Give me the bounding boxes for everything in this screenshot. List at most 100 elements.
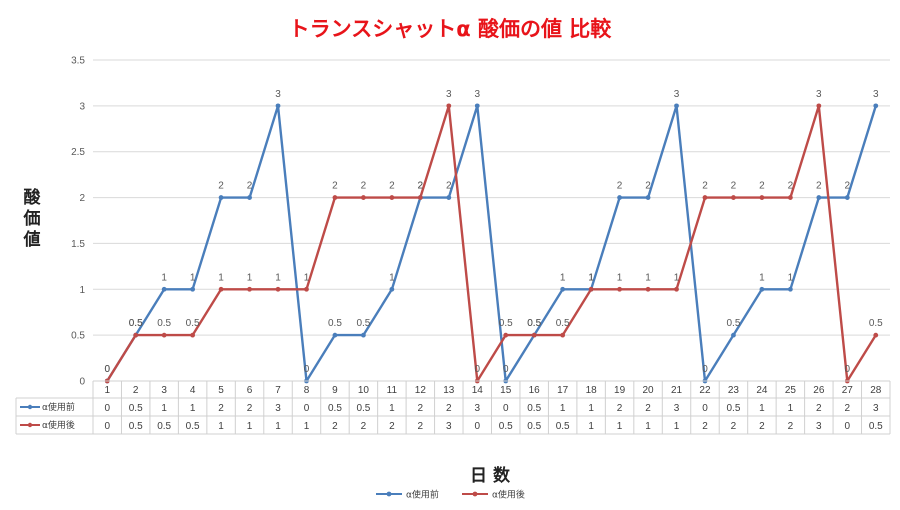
data-label: 0 xyxy=(104,364,110,375)
table-cell: 2 xyxy=(418,421,424,432)
x-tick-label: 26 xyxy=(813,385,825,396)
data-point xyxy=(361,195,366,200)
x-tick-label: 5 xyxy=(218,385,224,396)
y-axis-ticks: 0 0.5 1 1.5 2 2.5 3 3.5 xyxy=(71,56,85,388)
data-label: 1 xyxy=(161,272,167,283)
data-point xyxy=(816,103,822,109)
x-tick-label: 23 xyxy=(728,385,740,396)
data-label: 1 xyxy=(588,272,594,283)
data-point xyxy=(218,286,224,292)
data-label: 0 xyxy=(104,364,110,375)
data-point xyxy=(417,195,423,200)
data-label: 3 xyxy=(816,89,822,100)
table-cell: 3 xyxy=(816,421,822,432)
table-cell: 2 xyxy=(389,421,395,432)
table-cell: 1 xyxy=(788,403,794,414)
table-cell: 2 xyxy=(645,403,651,414)
table-cell: 1 xyxy=(304,421,310,432)
table-cell: 0.5 xyxy=(186,421,200,432)
data-label: 2 xyxy=(332,181,338,192)
table-cell: 3 xyxy=(275,403,281,414)
x-tick-label: 12 xyxy=(415,385,427,396)
data-point xyxy=(304,286,309,292)
table-cell: 0.5 xyxy=(556,421,570,432)
table-cell: 1 xyxy=(674,421,680,432)
data-point xyxy=(332,195,338,200)
y-tick-label: 1.5 xyxy=(71,239,85,250)
table-cell: 2 xyxy=(759,421,765,432)
table-cell: 0 xyxy=(702,403,708,414)
data-point xyxy=(247,286,252,292)
data-label: 1 xyxy=(247,272,253,283)
table-cell: 0.5 xyxy=(328,403,342,414)
data-point xyxy=(731,332,736,338)
table-cell: 3 xyxy=(474,403,480,414)
legend-marker xyxy=(386,491,392,497)
data-label: 3 xyxy=(873,89,879,100)
series-line-2 xyxy=(106,104,877,383)
table-cell: 0.5 xyxy=(129,403,143,414)
data-point xyxy=(759,195,765,200)
data-point xyxy=(190,286,196,292)
data-point xyxy=(161,332,167,338)
legend: α使用前 α使用後 xyxy=(376,489,525,501)
series-line-1 xyxy=(106,104,877,383)
data-label: 2 xyxy=(731,181,737,192)
data-label: 0.5 xyxy=(129,318,143,329)
data-point xyxy=(873,103,879,109)
table-cell: 3 xyxy=(674,403,680,414)
table-cell: 1 xyxy=(617,421,623,432)
table-cell: 2 xyxy=(788,421,794,432)
table-cell: 1 xyxy=(759,403,765,414)
data-point xyxy=(674,103,679,109)
x-tick-label: 17 xyxy=(557,385,569,396)
table-cell: 2 xyxy=(361,421,367,432)
data-label: 0.5 xyxy=(356,318,370,329)
y-tick-label: 3 xyxy=(79,101,85,112)
data-point xyxy=(560,332,566,338)
data-point xyxy=(133,332,139,338)
y-axis-label: 酸価値 xyxy=(23,187,42,250)
data-point xyxy=(560,286,566,292)
data-label: 3 xyxy=(474,89,480,100)
data-label: 2 xyxy=(645,181,651,192)
chart-title: トランスシャットα 酸価の値 比較 xyxy=(289,17,613,41)
data-point xyxy=(617,195,622,200)
data-label: 1 xyxy=(218,272,224,283)
table-cell: 2 xyxy=(816,403,822,414)
data-point xyxy=(247,195,252,200)
data-labels: 0 0.5 1 1 2 2 3 0 0.5 0.5 1 2 2 3 0 0.5 1 1 2 2 3 0 0.5 1 1 2 2 3 0 0… xyxy=(104,89,883,375)
data-label: 0 xyxy=(474,364,480,375)
y-tick-label: 0.5 xyxy=(71,331,85,342)
legend-label: α使用後 xyxy=(492,489,525,501)
data-point xyxy=(531,332,537,338)
legend-label: α使用前 xyxy=(406,489,439,501)
data-label: 2 xyxy=(389,181,395,192)
table-cell: 0.5 xyxy=(869,421,883,432)
table-cell: 0 xyxy=(104,421,110,432)
data-label: 3 xyxy=(674,89,680,100)
data-label: 2 xyxy=(788,181,794,192)
table-legend-marker xyxy=(27,422,33,428)
table-cell: 0 xyxy=(474,421,480,432)
data-label: 0 xyxy=(503,364,509,375)
data-point xyxy=(389,286,395,292)
table-cell: 3 xyxy=(446,421,452,432)
x-tick-label: 2 xyxy=(133,385,139,396)
data-label: 2 xyxy=(617,181,623,192)
data-point xyxy=(844,195,850,200)
data-label: 0.5 xyxy=(556,318,570,329)
table-cell: 1 xyxy=(161,403,167,414)
data-point xyxy=(645,286,651,292)
x-tick-label: 15 xyxy=(500,385,512,396)
x-tick-label: 14 xyxy=(472,385,484,396)
data-point xyxy=(161,286,167,292)
table-cell: 1 xyxy=(389,403,395,414)
table-cell: 1 xyxy=(190,403,196,414)
x-tick-label: 10 xyxy=(358,385,370,396)
x-tick-label: 19 xyxy=(614,385,626,396)
data-point xyxy=(787,195,793,200)
table-cell: 0.5 xyxy=(499,421,513,432)
table-cell: 0 xyxy=(304,403,310,414)
data-label: 0 xyxy=(845,364,851,375)
